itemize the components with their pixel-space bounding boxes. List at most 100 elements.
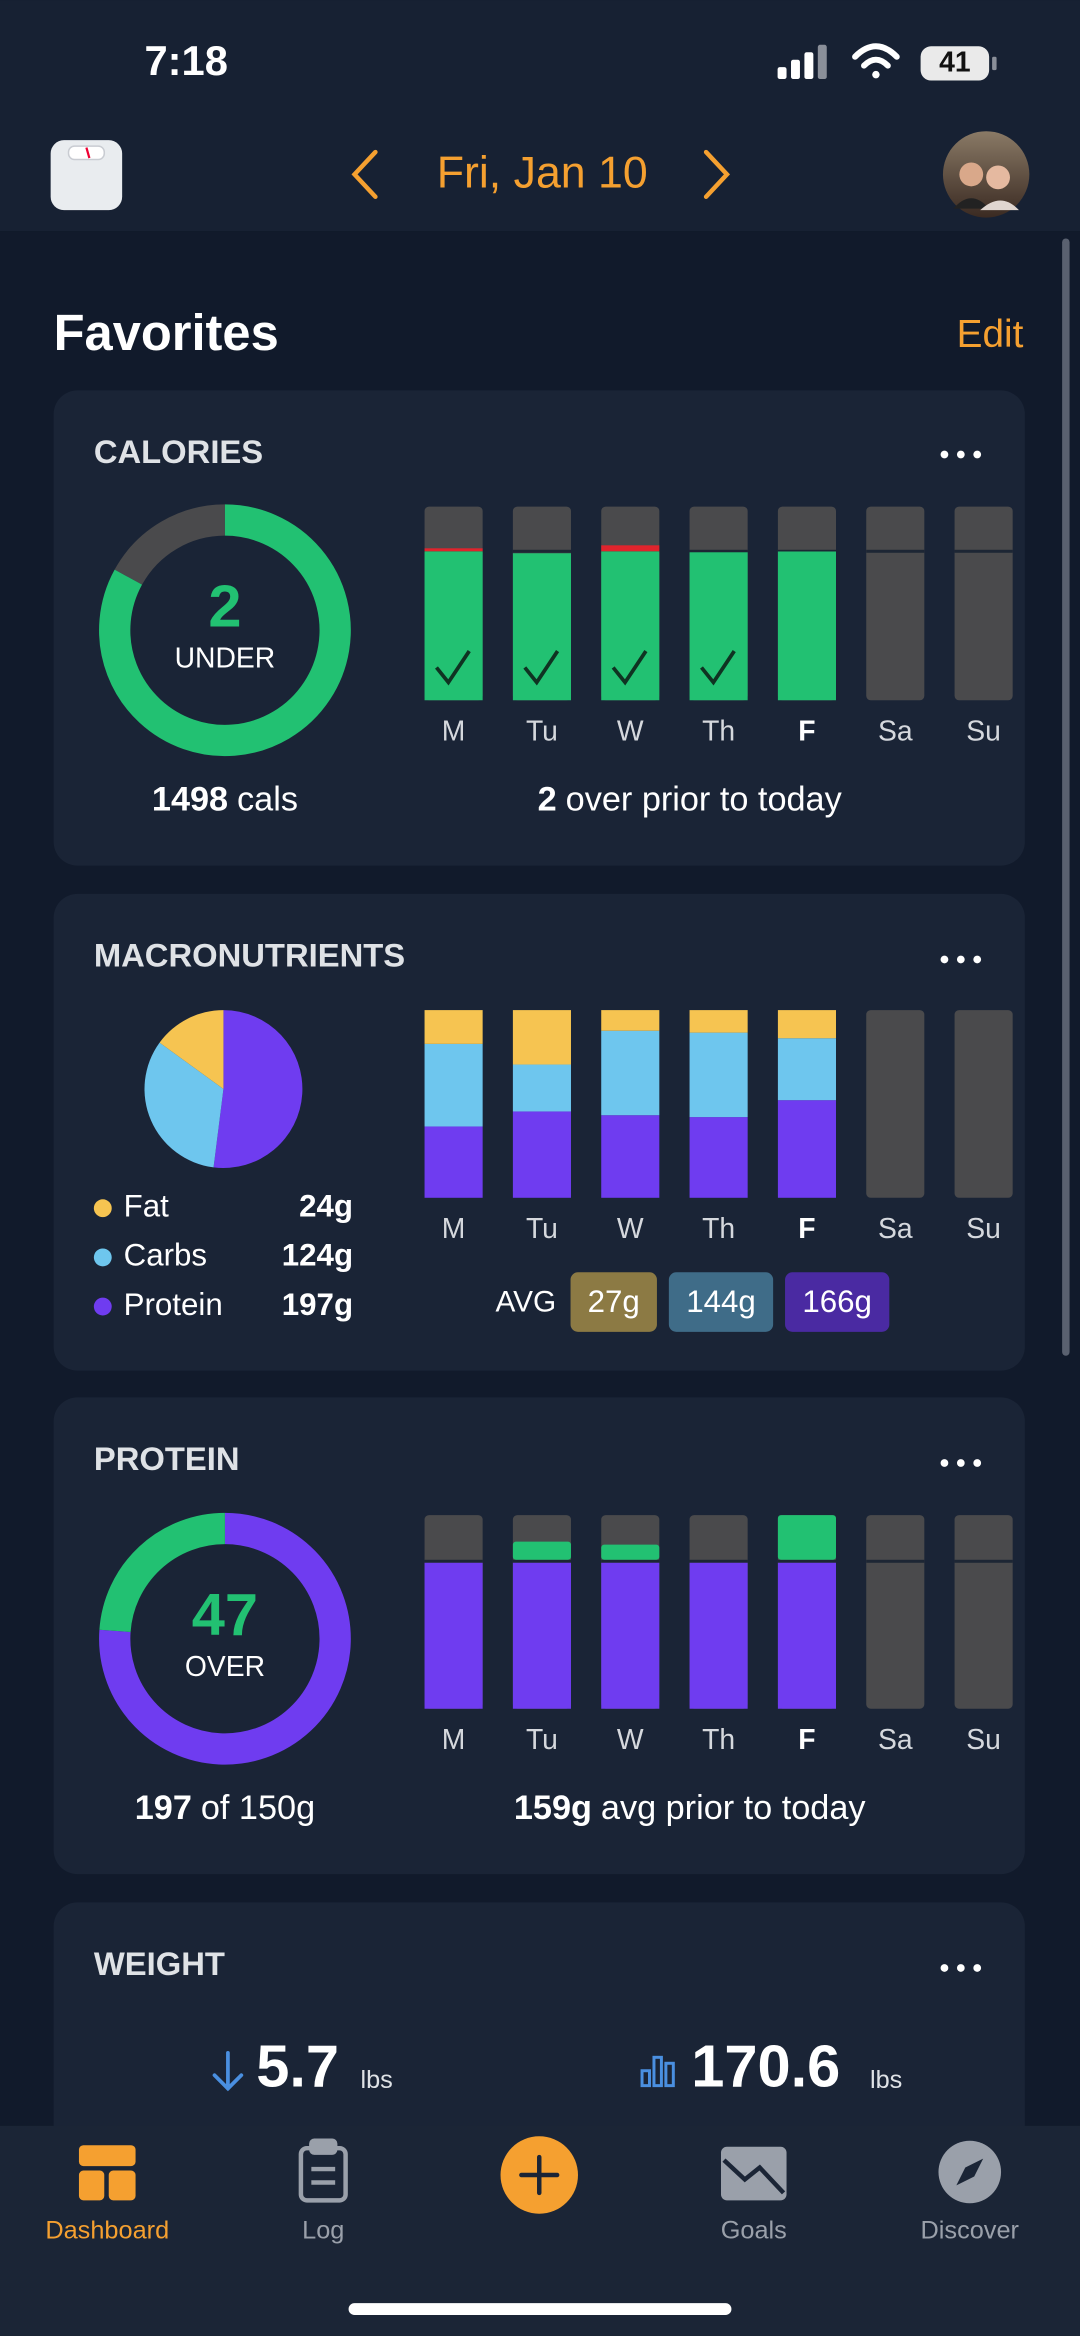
weight-unit: lbs [360, 2066, 392, 2094]
prev-day[interactable] [351, 149, 378, 199]
tab-label[interactable]: Dashboard [45, 2216, 169, 2244]
avg-label: AVG [496, 1285, 557, 1318]
macro-segment [601, 1115, 660, 1198]
legend-dot [93, 1248, 112, 1267]
log-icon[interactable] [298, 2138, 348, 2203]
edit-button[interactable]: Edit [957, 313, 1024, 356]
calories-total: 1498 cals [152, 781, 298, 819]
discover-icon[interactable] [938, 2140, 1002, 2204]
legend-name: Carbs [124, 1238, 207, 1273]
date-label[interactable]: Fri, Jan 10 [437, 149, 648, 198]
calorie-bar [689, 552, 748, 701]
calorie-bar [777, 551, 836, 701]
day-label: W [617, 714, 644, 746]
macro-segment [689, 1010, 748, 1033]
day-label: M [442, 1212, 466, 1244]
macro-segment [512, 1010, 571, 1065]
macro-segment [424, 1126, 483, 1198]
macro-segment [512, 1064, 571, 1112]
ring-label: UNDER [175, 641, 276, 673]
avg-chip [668, 1272, 774, 1332]
ring-label: OVER [185, 1650, 265, 1682]
day-label: Su [966, 714, 1001, 746]
macro-segment [777, 1010, 836, 1039]
wifi-icon [852, 43, 900, 79]
legend-amount: 124g [282, 1238, 353, 1273]
ring-remaining [114, 504, 226, 586]
target-line [601, 1559, 660, 1563]
day-label: W [617, 1212, 644, 1244]
calories-total-part: 1498 [152, 781, 228, 819]
day-label: Tu [526, 1212, 558, 1244]
calories-total-part: cals [237, 781, 298, 819]
protein-avg: 159g avg prior to today [514, 1789, 867, 1827]
card-title: WEIGHT [94, 1945, 225, 1982]
macro-segment [424, 1043, 483, 1127]
calories-over-part: over prior to today [566, 781, 843, 819]
calorie-over [601, 545, 660, 552]
day-label: Tu [526, 714, 558, 746]
target-line [424, 1559, 483, 1563]
more-buttons[interactable] [940, 450, 982, 1972]
tab-label[interactable]: Goals [721, 2216, 787, 2244]
day-label: M [442, 1723, 466, 1755]
scale-button[interactable] [50, 140, 123, 211]
battery-cap [992, 56, 997, 71]
bar-track [866, 1515, 925, 1709]
card-title: PROTEIN [94, 1440, 240, 1477]
signal-icon [777, 44, 827, 80]
protein-avg-part: 159g [514, 1789, 592, 1827]
legend-name: Protein [124, 1287, 223, 1322]
protein-bar [512, 1562, 571, 1709]
protein-total-part: 197 [135, 1789, 192, 1827]
protein-over [512, 1541, 571, 1560]
check-mark [700, 650, 736, 686]
day-label: Su [966, 1723, 1001, 1755]
macro-segment [689, 1032, 748, 1118]
header [0, 0, 1080, 232]
protein-total: 197 of 150g [135, 1789, 315, 1827]
avg-value: 166g [802, 1284, 872, 1319]
target-line [954, 549, 1013, 553]
avg-chip [785, 1272, 890, 1332]
next-day[interactable] [703, 149, 731, 199]
section-title: Favorites [54, 304, 279, 361]
ring-target [99, 1512, 351, 1765]
protein-avg-part: avg prior to today [601, 1789, 867, 1827]
protein-over [601, 1544, 660, 1560]
target-line [954, 1559, 1013, 1563]
dashboard-icon[interactable] [78, 2145, 136, 2201]
day-label: Th [702, 1212, 735, 1244]
avg-chip [570, 1272, 657, 1332]
calories-over-part: 2 [538, 781, 557, 819]
avatar[interactable] [942, 131, 1030, 218]
ring-over [99, 1512, 226, 1633]
avg-value: 144g [686, 1284, 756, 1319]
day-label: W [617, 1723, 644, 1755]
protein-bar [601, 1562, 660, 1709]
add-button[interactable] [500, 2136, 578, 2214]
protein-bar [689, 1562, 748, 1709]
day-label: Sa [878, 1723, 913, 1755]
goals-icon[interactable] [720, 2146, 787, 2201]
protein-bar [424, 1562, 483, 1709]
legend-amount: 24g [299, 1188, 353, 1223]
target-line [689, 549, 748, 553]
target-line [512, 1559, 571, 1563]
scrollbar [1062, 238, 1070, 1356]
check-mark [523, 650, 560, 686]
tab-label[interactable]: Log [302, 2216, 344, 2244]
legend-dot [93, 1199, 112, 1218]
down-arrow [212, 2050, 244, 2092]
check-mark [435, 650, 471, 686]
day-label: F [798, 714, 815, 746]
day-label: Th [702, 714, 735, 746]
target-line [689, 1559, 748, 1563]
tab-label[interactable]: Discover [921, 2216, 1020, 2244]
battery-level: 41 [939, 46, 970, 78]
ring-progress [99, 504, 351, 757]
bar-track [954, 1010, 1013, 1198]
macro-segment [424, 1010, 483, 1044]
